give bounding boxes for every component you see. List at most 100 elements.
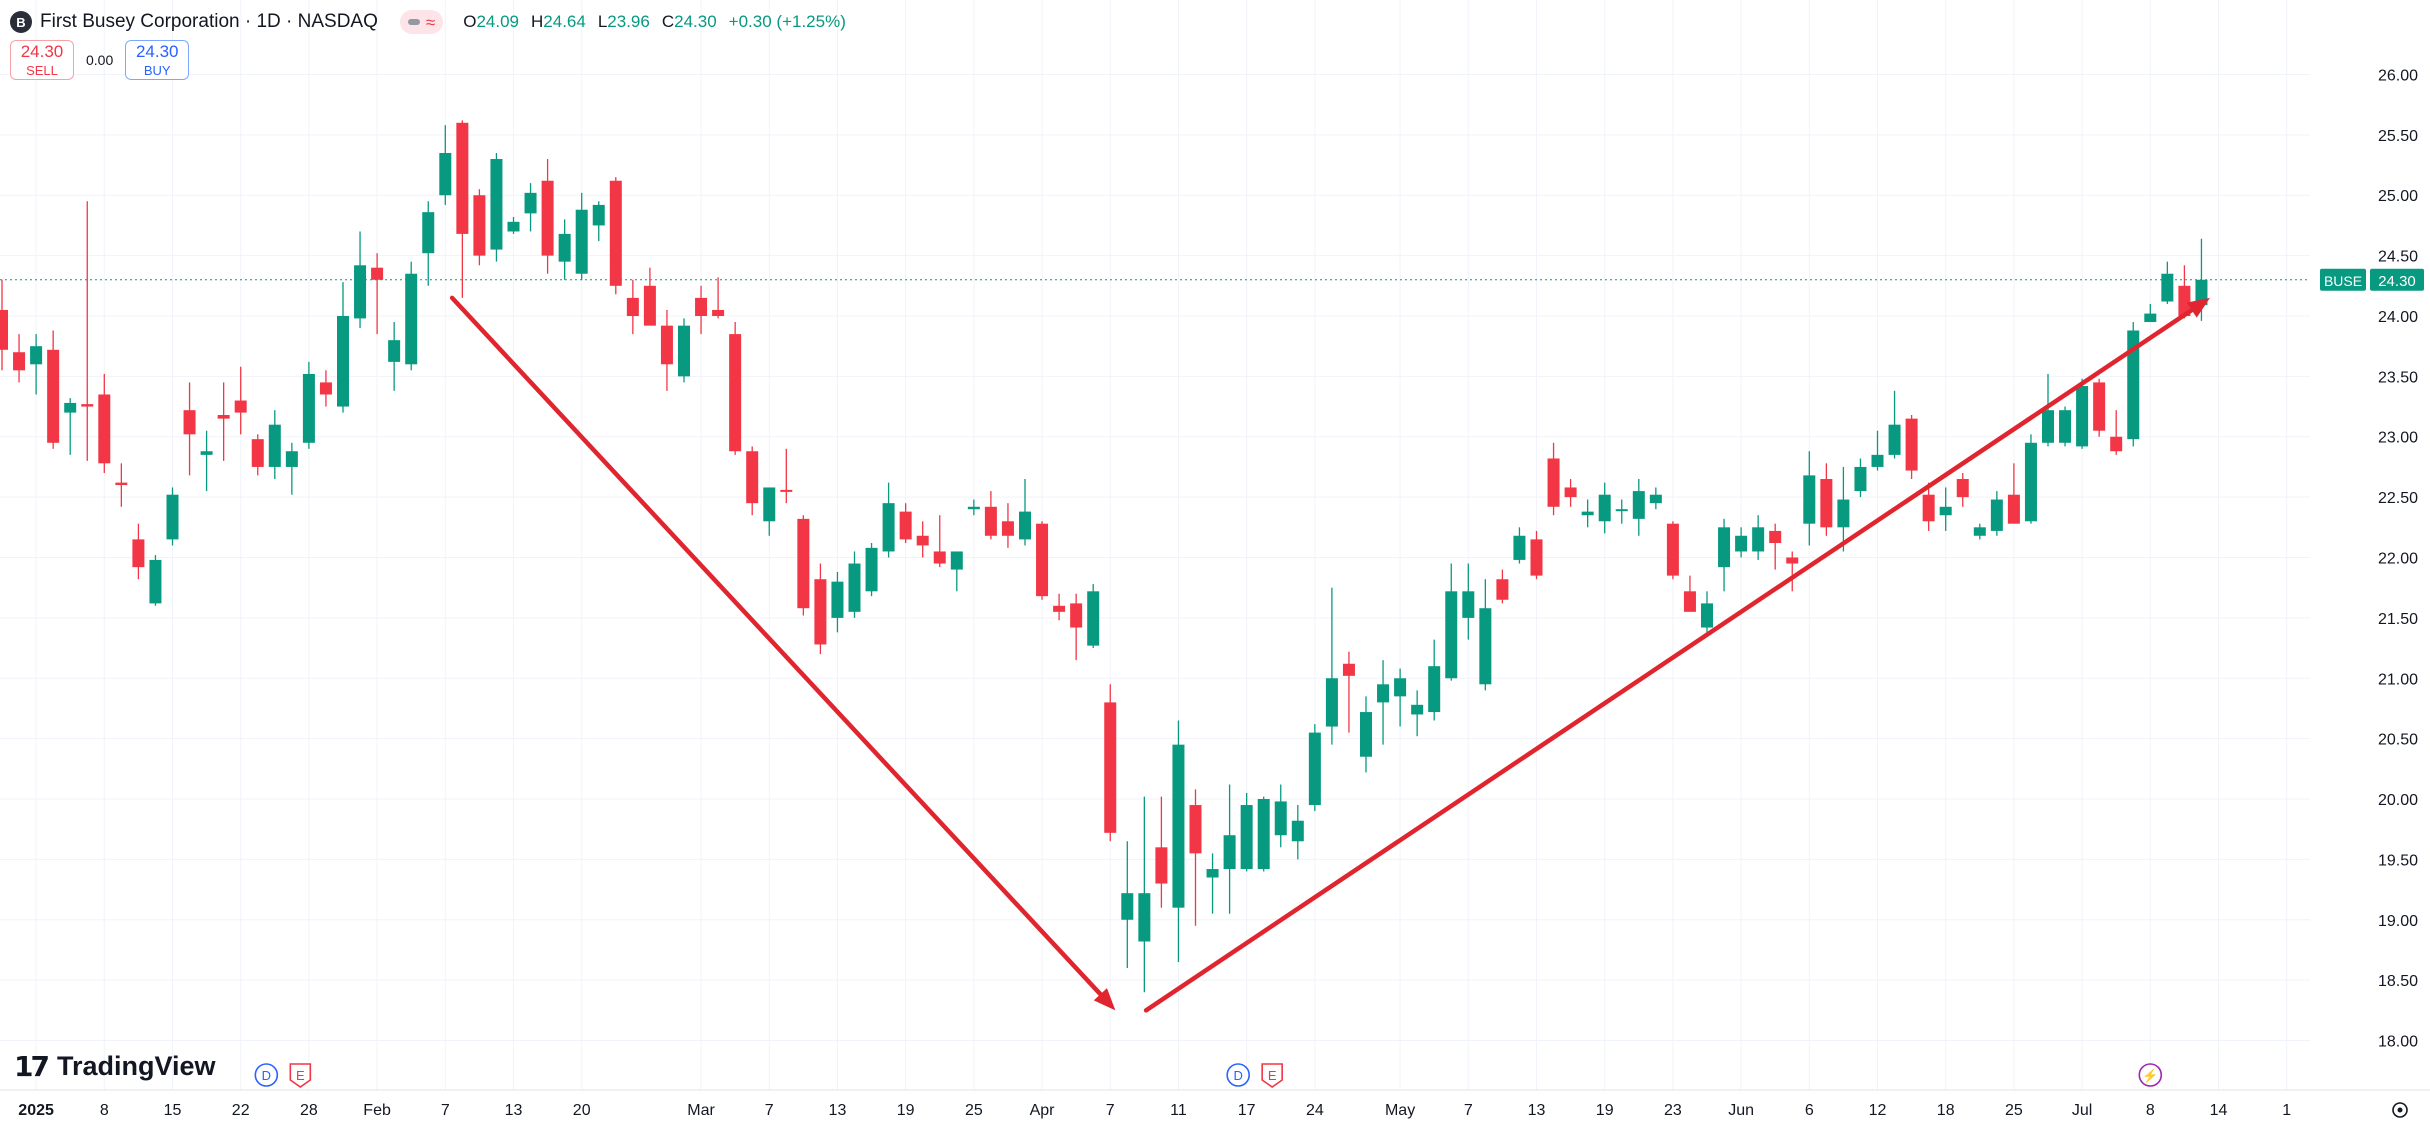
candle[interactable]	[47, 330, 60, 449]
candle[interactable]	[1888, 390, 1901, 459]
trend-arrow[interactable]	[1143, 297, 2210, 1013]
candle[interactable]	[2076, 378, 2089, 449]
candle[interactable]	[1087, 584, 1100, 649]
candle[interactable]	[2024, 434, 2037, 524]
candle[interactable]	[1445, 563, 1458, 681]
candle[interactable]	[1973, 523, 1986, 540]
candle[interactable]	[695, 285, 708, 335]
candle[interactable]	[354, 231, 367, 329]
candle[interactable]	[1837, 466, 1850, 552]
candle[interactable]	[115, 463, 128, 507]
price-axis[interactable]: 18.00 18.50 19.00 19.50 20.00 20.50 21.00 21.50…	[2320, 67, 2424, 1051]
candle[interactable]	[524, 183, 537, 232]
candle[interactable]	[1036, 521, 1049, 600]
candle[interactable]	[558, 219, 571, 280]
candle[interactable]	[1564, 479, 1577, 507]
candle[interactable]	[1786, 551, 1799, 592]
candle[interactable]	[183, 382, 196, 476]
candle[interactable]	[285, 442, 298, 495]
event-markers[interactable]: D E D E ⚡	[254, 1063, 2163, 1088]
candle[interactable]	[1019, 479, 1031, 546]
candle[interactable]	[1325, 587, 1338, 745]
candle[interactable]	[1274, 784, 1287, 848]
candle[interactable]	[1291, 805, 1304, 860]
candle[interactable]	[149, 555, 162, 606]
candle[interactable]	[660, 309, 673, 391]
candle[interactable]	[13, 334, 26, 383]
candle[interactable]	[1701, 591, 1713, 633]
candle[interactable]	[371, 253, 384, 335]
candle[interactable]	[984, 491, 997, 540]
trend-arrows[interactable]	[449, 295, 2210, 1013]
candle[interactable]	[1666, 521, 1679, 580]
candle[interactable]	[1854, 458, 1867, 498]
candle[interactable]	[1104, 684, 1117, 842]
tradingview-logo[interactable]: 17 TradingView	[14, 1050, 216, 1083]
candle[interactable]	[1240, 792, 1253, 872]
candle[interactable]	[712, 277, 725, 319]
candle[interactable]	[2178, 265, 2191, 319]
candle[interactable]	[592, 201, 605, 242]
candle[interactable]	[1820, 463, 1833, 536]
candle[interactable]	[967, 499, 980, 516]
candle[interactable]	[916, 521, 929, 558]
candle[interactable]	[1479, 579, 1492, 691]
candle[interactable]	[1001, 503, 1014, 548]
candle[interactable]	[234, 366, 247, 435]
candle[interactable]	[643, 267, 656, 326]
symbol-title[interactable]: First Busey Corporation · 1D · NASDAQ	[40, 11, 378, 32]
candle[interactable]	[30, 334, 43, 395]
candle[interactable]	[268, 410, 281, 480]
candle[interactable]	[1939, 487, 1952, 531]
candle[interactable]	[1428, 639, 1441, 721]
candle[interactable]	[490, 152, 503, 262]
candle[interactable]	[439, 125, 452, 205]
axis-settings-icon[interactable]	[2392, 1102, 2408, 1118]
candle[interactable]	[388, 322, 401, 391]
candle[interactable]	[1172, 720, 1185, 963]
candle[interactable]	[831, 571, 844, 633]
candle[interactable]	[763, 487, 776, 536]
candle[interactable]	[1956, 472, 1969, 507]
candle[interactable]	[1615, 499, 1628, 524]
time-axis[interactable]: 2025 8 15 22 28 Feb 7 13 20 Mar 7 13 19 25 Apr 7 11 17 24 M…	[18, 1102, 2291, 1119]
candle[interactable]	[1462, 563, 1475, 640]
candle[interactable]	[1070, 593, 1083, 661]
candle[interactable]	[1769, 523, 1782, 570]
candle[interactable]	[1121, 841, 1134, 969]
candle[interactable]	[98, 373, 111, 473]
candle[interactable]	[1871, 430, 1884, 471]
candle[interactable]	[933, 515, 946, 568]
candle[interactable]	[882, 482, 895, 558]
candle[interactable]	[848, 551, 861, 618]
candle[interactable]	[626, 279, 639, 335]
candles[interactable]	[0, 120, 2208, 993]
candle[interactable]	[166, 487, 179, 546]
split-event-icon[interactable]: ⚡	[2138, 1063, 2163, 1087]
candle[interactable]	[1411, 690, 1424, 737]
candle[interactable]	[507, 216, 520, 234]
candle[interactable]	[1394, 668, 1407, 727]
candle[interactable]	[1053, 593, 1066, 621]
candle[interactable]	[1155, 796, 1168, 908]
collapse-icon[interactable]	[407, 19, 420, 25]
candle[interactable]	[81, 201, 94, 461]
candle[interactable]	[64, 398, 77, 455]
candle[interactable]	[2127, 322, 2140, 447]
candle[interactable]	[456, 120, 469, 298]
candle[interactable]	[780, 448, 793, 504]
candle[interactable]	[1752, 515, 1765, 560]
candle[interactable]	[575, 192, 588, 280]
candle[interactable]	[865, 543, 878, 597]
candle[interactable]	[1803, 451, 1816, 546]
candle[interactable]	[217, 382, 230, 461]
candle[interactable]	[473, 189, 486, 266]
candle[interactable]	[729, 322, 742, 455]
candle[interactable]	[1496, 569, 1509, 604]
candle[interactable]	[1377, 660, 1390, 745]
earnings-marker-icon[interactable]: E	[289, 1063, 312, 1088]
candle[interactable]	[1649, 487, 1662, 510]
candle[interactable]	[1360, 696, 1372, 773]
candle[interactable]	[1308, 724, 1321, 812]
candle[interactable]	[1922, 482, 1935, 531]
